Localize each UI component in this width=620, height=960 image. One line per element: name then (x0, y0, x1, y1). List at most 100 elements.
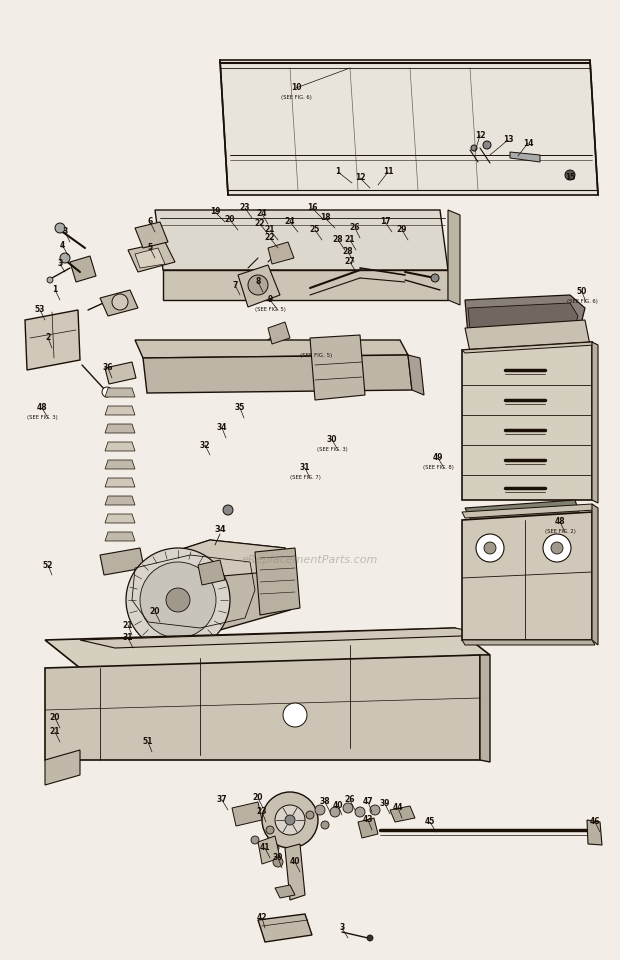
Text: 12: 12 (355, 174, 365, 182)
Circle shape (343, 803, 353, 813)
Circle shape (315, 805, 325, 815)
Text: 19: 19 (210, 207, 220, 217)
Circle shape (306, 811, 314, 819)
Text: 25: 25 (310, 226, 320, 234)
Text: 32: 32 (200, 441, 210, 449)
Text: (SEE FIG. 3): (SEE FIG. 3) (317, 446, 347, 451)
Polygon shape (105, 514, 135, 523)
Text: 45: 45 (425, 818, 435, 827)
Text: 50: 50 (577, 287, 587, 297)
Circle shape (102, 387, 112, 397)
Text: 23: 23 (240, 204, 250, 212)
Text: (SEE FIG. 6): (SEE FIG. 6) (281, 94, 311, 100)
Polygon shape (465, 295, 585, 335)
Polygon shape (238, 265, 280, 307)
Polygon shape (135, 222, 168, 248)
Circle shape (355, 807, 365, 817)
Polygon shape (390, 806, 415, 822)
Text: 6: 6 (148, 218, 153, 227)
Polygon shape (100, 548, 144, 575)
Text: 3: 3 (58, 259, 63, 269)
Text: 24: 24 (257, 209, 267, 219)
Polygon shape (592, 342, 598, 503)
Polygon shape (145, 540, 290, 578)
Polygon shape (465, 500, 580, 522)
Circle shape (248, 275, 268, 295)
Text: 43: 43 (363, 815, 373, 825)
Text: 26: 26 (345, 796, 355, 804)
Polygon shape (468, 303, 578, 330)
Text: (SEE FIG. 8): (SEE FIG. 8) (423, 465, 453, 469)
Text: 20: 20 (50, 713, 60, 723)
Text: 1: 1 (52, 285, 58, 295)
Text: 21: 21 (50, 728, 60, 736)
Text: 40: 40 (290, 857, 300, 867)
Text: 21: 21 (265, 226, 275, 234)
Text: 10: 10 (291, 84, 301, 92)
Text: 29: 29 (397, 226, 407, 234)
Polygon shape (128, 242, 175, 272)
Text: 23: 23 (257, 807, 267, 817)
Polygon shape (105, 362, 136, 384)
Polygon shape (163, 270, 448, 300)
Polygon shape (32, 330, 50, 346)
Text: 5: 5 (148, 244, 153, 252)
Polygon shape (462, 640, 595, 645)
Text: 39: 39 (379, 800, 390, 808)
Polygon shape (275, 885, 295, 898)
Text: (SEE FIG. 5): (SEE FIG. 5) (255, 306, 285, 311)
Polygon shape (448, 210, 460, 305)
Polygon shape (258, 914, 312, 942)
Text: 37: 37 (216, 796, 228, 804)
Polygon shape (220, 60, 598, 195)
Text: 39: 39 (273, 853, 283, 862)
Text: 3: 3 (63, 228, 68, 236)
Circle shape (55, 223, 65, 233)
Text: 28: 28 (343, 248, 353, 256)
Text: 12: 12 (475, 131, 485, 139)
Text: 34: 34 (214, 525, 226, 535)
Polygon shape (587, 820, 602, 845)
Circle shape (483, 141, 491, 149)
Text: 35: 35 (235, 403, 245, 413)
Polygon shape (105, 442, 135, 451)
Text: 28: 28 (333, 235, 343, 245)
Text: 17: 17 (379, 218, 391, 227)
Circle shape (275, 805, 305, 835)
Text: 40: 40 (333, 801, 343, 809)
Text: eReplacementParts.com: eReplacementParts.com (242, 555, 378, 565)
Polygon shape (140, 540, 295, 630)
Circle shape (251, 806, 259, 814)
Polygon shape (105, 388, 135, 397)
Circle shape (543, 534, 571, 562)
Text: 7: 7 (232, 280, 237, 290)
Polygon shape (105, 406, 135, 415)
Text: 52: 52 (43, 561, 53, 569)
Polygon shape (105, 496, 135, 505)
Text: 41: 41 (260, 844, 270, 852)
Text: 42: 42 (257, 914, 267, 923)
Text: 8: 8 (255, 277, 260, 286)
Polygon shape (25, 310, 80, 370)
Text: 48: 48 (37, 403, 47, 413)
Circle shape (370, 805, 380, 815)
Text: 20: 20 (150, 608, 160, 616)
Circle shape (126, 548, 230, 652)
Polygon shape (105, 460, 135, 469)
Text: 14: 14 (523, 138, 533, 148)
Polygon shape (70, 256, 96, 282)
Circle shape (140, 562, 216, 638)
Text: 22: 22 (265, 233, 275, 243)
Polygon shape (592, 504, 598, 645)
Text: 31: 31 (123, 634, 133, 642)
Circle shape (471, 145, 477, 151)
Text: 46: 46 (590, 818, 600, 827)
Polygon shape (258, 836, 280, 864)
Circle shape (283, 703, 307, 727)
Polygon shape (462, 342, 595, 353)
Polygon shape (255, 548, 300, 615)
Polygon shape (135, 248, 165, 268)
Text: 20: 20 (253, 794, 264, 803)
Polygon shape (480, 655, 490, 762)
Text: 15: 15 (565, 174, 575, 182)
